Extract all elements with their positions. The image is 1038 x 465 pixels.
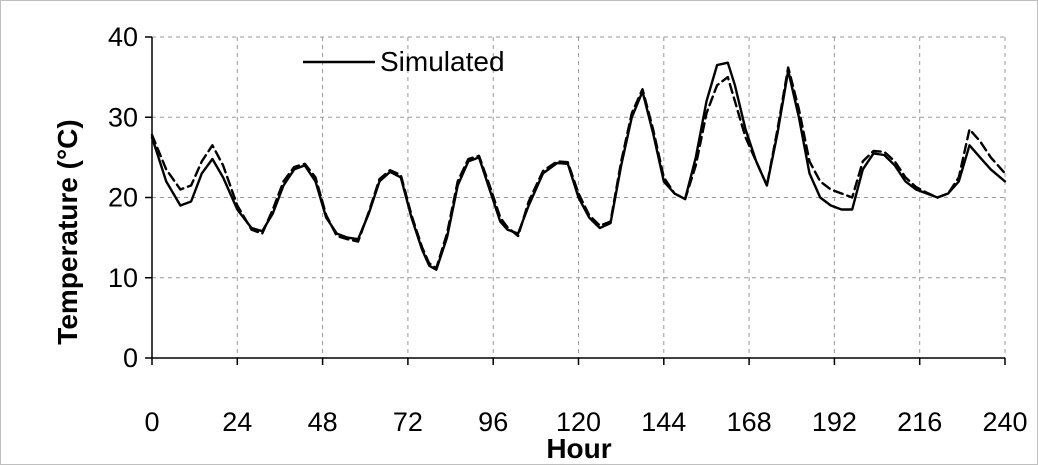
x-tick-label: 24 [222,407,252,437]
x-axis-title: Hour [546,433,611,464]
x-tick-label: 240 [982,407,1027,437]
y-axis-title: Temperature (°C) [52,119,83,344]
y-tick-label: 0 [123,343,138,373]
x-tick-label: 192 [812,407,857,437]
x-tick-label: 168 [727,407,772,437]
y-tick-label: 30 [108,102,138,132]
y-tick-label: 40 [108,22,138,52]
y-tick-label: 10 [108,263,138,293]
x-tick-label: 120 [556,407,601,437]
x-tick-label: 144 [641,407,686,437]
legend-label-simulated: Simulated [380,46,505,77]
x-tick-label: 48 [308,407,338,437]
legend: Simulated [303,46,505,77]
series-line-simulated [150,61,1007,271]
x-tick-label: 216 [897,407,942,437]
x-tick-label: 72 [393,407,423,437]
y-tick-label: 20 [108,183,138,213]
x-tick-label: 96 [478,407,508,437]
axes: 0 10 20 30 40 0 24 48 72 96 120 144 168 192 216 240 [108,22,1028,437]
x-tick-label: 0 [144,407,159,437]
series-line-dashed [150,66,1007,270]
series-layer [150,61,1007,271]
